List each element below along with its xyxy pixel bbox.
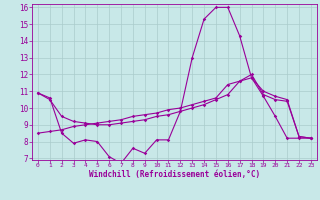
X-axis label: Windchill (Refroidissement éolien,°C): Windchill (Refroidissement éolien,°C): [89, 170, 260, 179]
